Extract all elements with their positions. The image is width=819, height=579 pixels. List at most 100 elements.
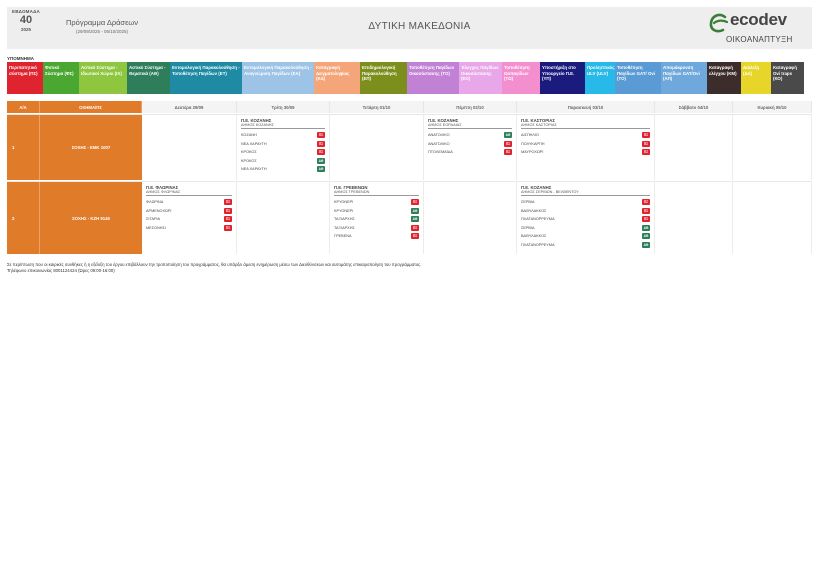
location-item: ΦΛΩΡΙΝΑ ΠΣ bbox=[146, 198, 232, 207]
program-block: Πρόγραμμα Δράσεων (29/09/2025 - 05/10/20… bbox=[57, 18, 147, 34]
column-header: Πέμπτη 02/10 bbox=[424, 101, 517, 113]
location-name: ΑΡΜΕΝΟΧΩΡΙ bbox=[146, 208, 172, 213]
column-header: ΟΧΗΜΑ/ΠΣ bbox=[40, 101, 142, 113]
legend-item: Αστικό Σύστημα - Θεματικά (ΑΘ) bbox=[127, 62, 170, 94]
location-item: ΑΡΜΕΝΟΧΩΡΙ ΠΣ bbox=[146, 207, 232, 216]
municipality-label: ΔΗΜΟΣ ΣΕΡΒΙΩΝ - ΒΕΛΒΕΝΤΟΥ bbox=[521, 190, 650, 196]
location-name: ΜΑΥΡΟΧΩΡΙ bbox=[521, 150, 544, 155]
location-item: ΝΕΑ ΧΑΡΑΥΓΗ ΑΘ bbox=[241, 165, 325, 174]
location-item: ΚΟΖΑΝΗ ΠΣ bbox=[241, 131, 325, 140]
location-name: ΚΡΟΚΟΣ bbox=[241, 158, 257, 163]
schedule-block: Π.Ε. ΚΑΣΤΟΡΙΑΣ ΔΗΜΟΣ ΚΑΣΤΟΡΙΑΣ ΔΙΣΠΗΛΙΟ ΠΣ Π… bbox=[521, 118, 650, 157]
location-item: ΚΡΟΚΟΣ ΑΘ bbox=[241, 157, 325, 166]
location-name: ΝΕΑ ΧΑΡΑΥΓΗ bbox=[241, 167, 267, 172]
day-cell bbox=[330, 115, 424, 180]
legend-item: Επιδημιολογική Παρακολούθηση (ΕΠ) bbox=[360, 62, 407, 94]
prefecture-label: Π.Ε. ΦΛΩΡΙΝΑΣ bbox=[146, 185, 179, 190]
legend-item: Καταγραφή ελέγχου (ΚΜ) bbox=[707, 62, 741, 94]
table-row: 2 ΣΟΧΗΣ - ΚΖΗ 9145 Π.Ε. ΦΛΩΡΙΝΑΣ ΔΗΜΟΣ ΦΛΩΡ… bbox=[7, 181, 812, 254]
table-header: Α/Α ΟΧΗΜΑ/ΠΣ Δευτέρα 29/09 Τρίτη 30/09 Τετάρ… bbox=[7, 101, 812, 113]
location-name: ΑΝΑΤΟΛΙΚΟ bbox=[428, 133, 450, 138]
program-title: Πρόγραμμα Δράσεων bbox=[65, 18, 139, 27]
municipality-label: ΔΗΜΟΣ ΓΡΕΒΕΝΩΝ bbox=[334, 190, 419, 196]
activity-badge: ΠΣ bbox=[642, 149, 650, 156]
activity-badge: ΠΣ bbox=[642, 132, 650, 139]
legend-item: Καταγραφή Δειγματοληψίας (ΚΔ) bbox=[314, 62, 360, 94]
activity-badge: ΠΣ bbox=[504, 140, 512, 147]
footer-note: Σε περίπτωση που οι καιρικές συνθήκες ή … bbox=[7, 262, 421, 274]
activity-badge: ΠΣ bbox=[317, 149, 325, 156]
activity-badge: ΠΣ bbox=[224, 224, 232, 231]
legend-item: Εντομολογική Παρακολούθηση - Τοποθέτηση … bbox=[170, 62, 242, 94]
activity-badge: ΠΣ bbox=[504, 149, 512, 156]
week-block: ΕΒΔΟΜΑΔΑ 40 2025 bbox=[11, 9, 41, 32]
activity-badge: ΠΣ bbox=[642, 199, 650, 206]
region-title: ΔΥΤΙΚΗ ΜΑΚΕΔΟΝΙΑ bbox=[368, 21, 471, 32]
ecodev-logo: ecodev ΟΙΚΟΑΝΑΠΤΥΞΗ bbox=[702, 9, 807, 47]
column-header: Δευτέρα 29/09 bbox=[142, 101, 237, 113]
legend-item: Απομάκρυνση Παγίδων GAT/Ovi (ΑΠ) bbox=[661, 62, 707, 94]
location-item: ΣΙΤΑΡΙΑ ΠΣ bbox=[146, 215, 232, 224]
legend-item: Αστικό Σύστημα - Ιδιωτικοί Χώροι (ΙΧ) bbox=[79, 62, 127, 94]
activity-badge: ΑΘ bbox=[411, 207, 419, 214]
location-name: ΚΟΖΑΝΗ bbox=[241, 133, 257, 138]
day-cell: Π.Ε. ΚΑΣΤΟΡΙΑΣ ΔΗΜΟΣ ΚΑΣΤΟΡΙΑΣ ΔΙΣΠΗΛΙΟ ΠΣ Π… bbox=[517, 115, 655, 180]
day-cell: Π.Ε. ΚΟΖΑΝΗΣ ΔΗΜΟΣ ΣΕΡΒΙΩΝ - ΒΕΛΒΕΝΤΟΥ ΣΕΡ… bbox=[517, 182, 655, 254]
program-date-range: (29/09/2025 - 05/10/2025) bbox=[75, 29, 129, 34]
location-item: ΜΕΣΟΝΗΣΙ ΠΣ bbox=[146, 224, 232, 233]
activity-badge: ΠΣ bbox=[642, 140, 650, 147]
location-item: ΠΛΑΤΑΝΟΡΡΕΥΜΑ ΠΣ bbox=[521, 215, 650, 224]
legend-item: Έλεγχος Παγίδων Οικοσύστασης (ΕΟ) bbox=[459, 62, 502, 94]
column-header: Σάββατο 04/10 bbox=[655, 101, 733, 113]
legend-item: Περιπατητικό σύστημα (ΠΣ) bbox=[7, 62, 43, 94]
activity-badge: ΑΘ bbox=[317, 157, 325, 164]
prefecture-label: Π.Ε. ΓΡΕΒΕΝΩΝ bbox=[334, 185, 368, 190]
location-name: ΜΕΣΟΝΗΣΙ bbox=[146, 225, 166, 230]
week-year: 2025 bbox=[20, 27, 31, 32]
location-name: ΝΕΑ ΧΑΡΑΥΓΗ bbox=[241, 141, 267, 146]
activity-badge: ΠΣ bbox=[411, 224, 419, 231]
activity-badge: ΠΣ bbox=[224, 216, 232, 223]
activity-badge: ΠΣ bbox=[411, 199, 419, 206]
location-item: ΚΡΟΚΟΣ ΠΣ bbox=[241, 148, 325, 157]
activity-badge: ΑΘ bbox=[642, 233, 650, 240]
location-name: ΣΕΡΒΙΑ bbox=[521, 225, 535, 230]
location-item: ΚΡΥΟΝΕΡΙ ΑΘ bbox=[334, 207, 419, 216]
location-item: ΝΕΑ ΧΑΡΑΥΓΗ ΠΣ bbox=[241, 140, 325, 149]
location-item: ΓΡΕΒΕΝΑ ΠΣ bbox=[334, 232, 419, 241]
activity-badge: ΑΘ bbox=[642, 241, 650, 248]
day-cell bbox=[733, 115, 812, 180]
location-name: ΑΝΑΤΟΛΙΚΟ bbox=[428, 141, 450, 146]
vehicle-cell: ΣΟΧΗΣ - ΕΜΚ 1007 bbox=[40, 115, 142, 180]
activity-badge: ΠΣ bbox=[224, 207, 232, 214]
day-cell bbox=[424, 182, 517, 254]
location-name: ΣΙΤΑΡΙΑ bbox=[146, 217, 161, 222]
column-header: Παρασκευή 03/10 bbox=[517, 101, 655, 113]
column-header: Α/Α bbox=[7, 101, 40, 113]
day-cell bbox=[733, 182, 812, 254]
vehicle-cell: ΣΟΧΗΣ - ΚΖΗ 9145 bbox=[40, 182, 142, 254]
day-cell: Π.Ε. ΓΡΕΒΕΝΩΝ ΔΗΜΟΣ ΓΡΕΒΕΝΩΝ ΚΡΥΟΝΕΡΙ ΠΣ ΚΡΥ… bbox=[330, 182, 424, 254]
schedule-block: Π.Ε. ΓΡΕΒΕΝΩΝ ΔΗΜΟΣ ΓΡΕΒΕΝΩΝ ΚΡΥΟΝΕΡΙ ΠΣ ΚΡΥ… bbox=[334, 185, 419, 241]
location-name: ΚΡΥΟΝΕΡΙ bbox=[334, 200, 354, 205]
day-cell bbox=[142, 115, 237, 180]
legend-item: Τοποθέτηση Ωοπαγίδων (ΤΩ) bbox=[502, 62, 540, 94]
schedule-block: Π.Ε. ΚΟΖΑΝΗΣ ΔΗΜΟΣ ΚΟΖΑΝΗΣ ΚΟΖΑΝΗ ΠΣ ΝΕΑ ΧΑΡ… bbox=[241, 118, 325, 174]
location-name: ΠΤΟΛΕΜΑΪΔΑ bbox=[428, 150, 453, 155]
activity-badge: ΑΘ bbox=[642, 224, 650, 231]
location-item: ΣΕΡΒΙΑ ΑΘ bbox=[521, 224, 650, 233]
footer-disclaimer: Σε περίπτωση που οι καιρικές συνθήκες ή … bbox=[7, 262, 422, 267]
location-item: ΤΑΞΙΑΡΧΗΣ ΠΣ bbox=[334, 224, 419, 233]
location-name: ΚΡΥΟΝΕΡΙ bbox=[334, 208, 354, 213]
day-cell: Π.Ε. ΚΟΖΑΝΗΣ ΔΗΜΟΣ ΕΟΡΔΑΙΑΣ ΑΝΑΤΟΛΙΚΟ ΑΘ ΑΝΑ… bbox=[424, 115, 517, 180]
schedule-table: Α/Α ΟΧΗΜΑ/ΠΣ Δευτέρα 29/09 Τρίτη 30/09 Τετάρ… bbox=[7, 101, 812, 255]
location-name: ΦΛΩΡΙΝΑ bbox=[146, 200, 164, 205]
location-name: ΒΑΘΥΛΑΚΚΟΣ bbox=[521, 208, 547, 213]
prefecture-label: Π.Ε. ΚΟΖΑΝΗΣ bbox=[241, 118, 272, 123]
day-cell bbox=[655, 182, 733, 254]
location-item: ΒΑΘΥΛΑΚΚΟΣ ΑΘ bbox=[521, 232, 650, 241]
location-name: ΚΡΟΚΟΣ bbox=[241, 150, 257, 155]
location-name: ΠΛΑΤΑΝΟΡΡΕΥΜΑ bbox=[521, 217, 555, 222]
location-item: ΣΕΡΒΙΑ ΠΣ bbox=[521, 198, 650, 207]
location-item: ΑΝΑΤΟΛΙΚΟ ΠΣ bbox=[428, 140, 512, 149]
